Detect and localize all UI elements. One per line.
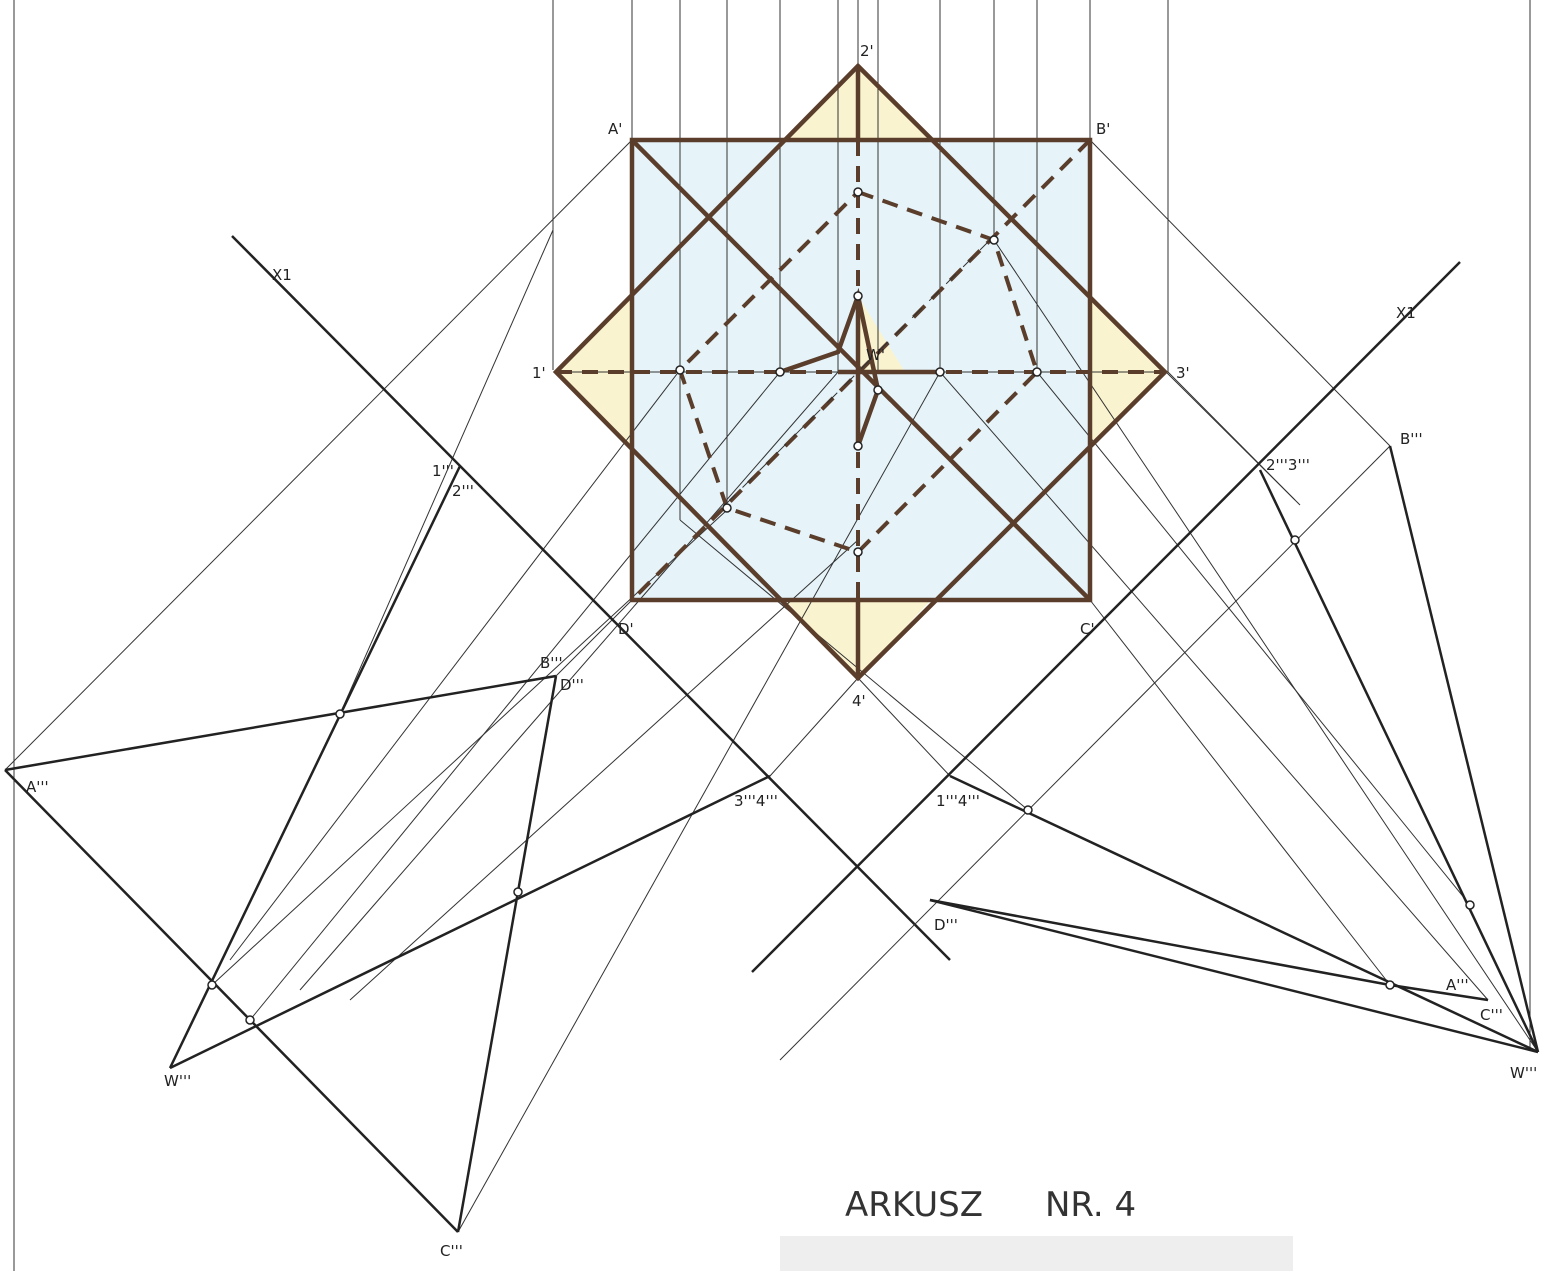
title-box — [780, 1236, 1293, 1271]
point-label: X1 — [1396, 304, 1416, 322]
point-label: A''' — [1446, 976, 1469, 994]
point-label: 4' — [852, 692, 866, 710]
point-label: D''' — [934, 916, 958, 934]
point-label: 2''' — [452, 482, 474, 500]
point-label: A''' — [26, 778, 49, 796]
point-label: 1''' — [432, 462, 454, 480]
point-label: 2'''3''' — [1266, 456, 1310, 474]
point-label: B''' — [1400, 430, 1423, 448]
point-label: X1 — [272, 266, 292, 284]
point-label: W' — [866, 346, 885, 364]
point-label: W''' — [1510, 1064, 1537, 1082]
point-label: 1'''4''' — [936, 792, 980, 810]
point-label: C''' — [440, 1242, 463, 1260]
point-label: C''' — [1480, 1006, 1503, 1024]
point-label: 3' — [1176, 364, 1190, 382]
point-label: A' — [608, 120, 622, 138]
point-label: 1' — [532, 364, 546, 382]
point-label: B' — [1096, 120, 1110, 138]
point-label: W''' — [164, 1072, 191, 1090]
point-label: D''' — [560, 676, 584, 694]
point-label: D' — [618, 620, 634, 638]
drawing-sheet: ARKUSZ NR. 4 2' A' B' 1' 3' W' D' C' 4' X1 X1 1''' 2… — [0, 0, 1542, 1271]
sheet-title: ARKUSZ — [845, 1185, 983, 1225]
point-label: 3'''4''' — [734, 792, 778, 810]
point-label: 2' — [860, 42, 874, 60]
sheet-number: NR. 4 — [1045, 1185, 1136, 1225]
point-label: B''' — [540, 654, 563, 672]
point-label: C' — [1080, 620, 1095, 638]
